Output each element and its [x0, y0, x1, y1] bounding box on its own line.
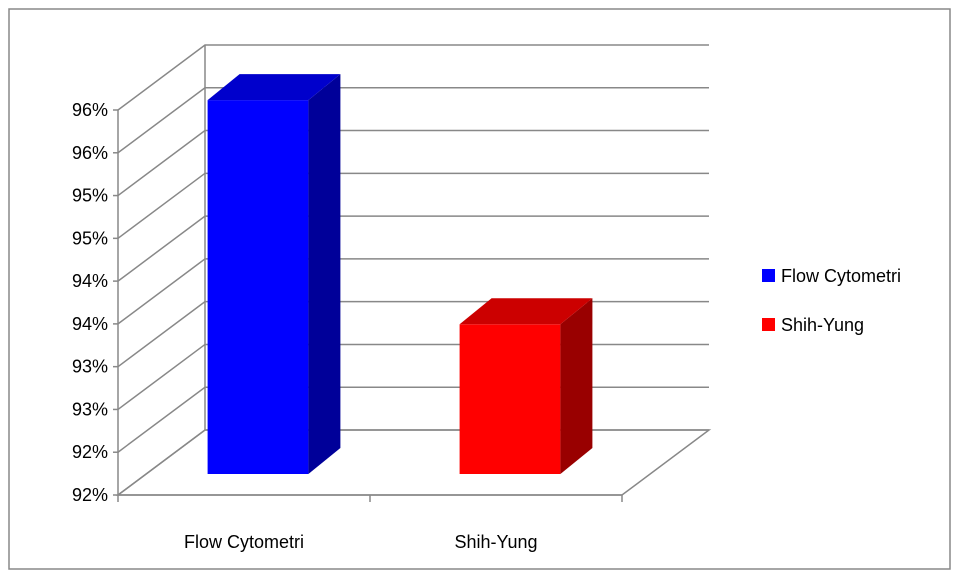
gridline [117, 215, 709, 282]
bars [207, 74, 593, 474]
bar-side-face [560, 298, 593, 474]
bar-top-face [207, 74, 341, 101]
bar-front-face [459, 324, 561, 474]
y-tick-label: 95% [72, 228, 108, 248]
gridline [117, 258, 709, 325]
y-axis-tick-labels: 92% 92% 93% 93% 94% 94% 95% 95% 96% 96% [72, 100, 108, 505]
y-tick-label: 92% [72, 442, 108, 462]
bar-front-face [207, 100, 309, 474]
gridline [117, 44, 709, 111]
y-tick-label: 93% [72, 399, 108, 419]
gridline [117, 87, 709, 154]
x-axis-category-labels: Flow Cytometri Shih-Yung [184, 532, 538, 552]
axes [113, 109, 623, 502]
y-tick-label: 95% [72, 186, 108, 206]
chart-border [8, 8, 951, 570]
y-tick-label: 96% [72, 100, 108, 120]
bar-top-face [459, 298, 593, 325]
bar [459, 298, 593, 474]
gridline [117, 129, 709, 197]
legend-swatch [762, 318, 775, 331]
bar-side-face [308, 74, 341, 474]
y-tick-label: 94% [72, 314, 108, 334]
x-category-label: Shih-Yung [454, 532, 537, 552]
y-tick-label: 96% [72, 143, 108, 163]
x-category-label: Flow Cytometri [184, 532, 304, 552]
legend-label: Shih-Yung [781, 315, 864, 335]
legend-label: Flow Cytometri [781, 266, 901, 286]
gridline [117, 172, 709, 239]
y-tick-label: 92% [72, 485, 108, 505]
y-tick-label: 94% [72, 271, 108, 291]
legend: Flow Cytometri Shih-Yung [762, 266, 901, 335]
bar [207, 74, 341, 474]
legend-swatch [762, 269, 775, 282]
gridlines [117, 44, 709, 496]
y-tick-label: 93% [72, 357, 108, 377]
